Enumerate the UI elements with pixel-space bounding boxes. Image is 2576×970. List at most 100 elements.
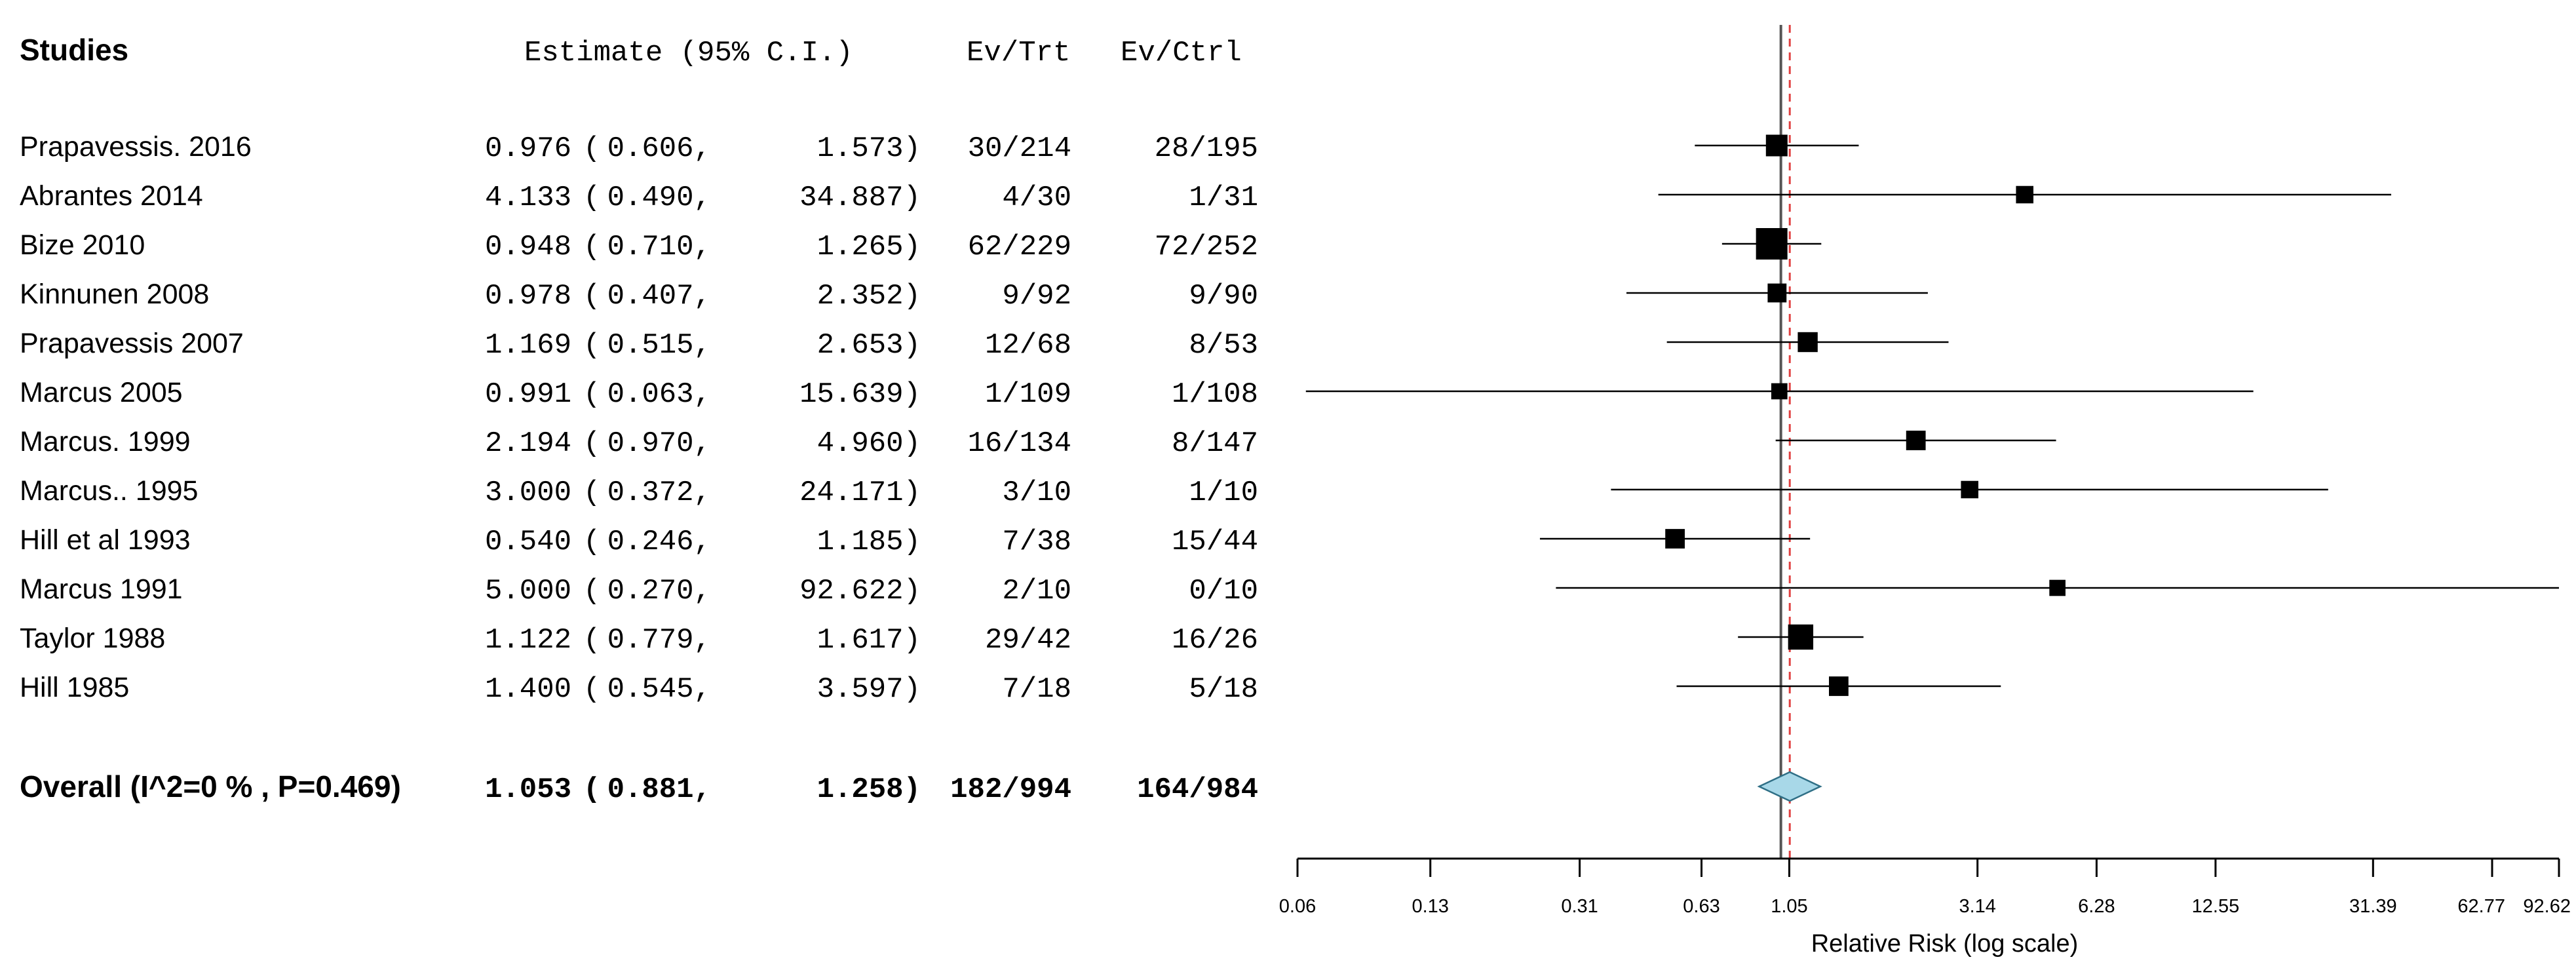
estimate-value: 1.122: [485, 624, 571, 657]
study-name: Marcus. 1999: [20, 426, 191, 457]
events-treatment: 7/18: [1002, 673, 1071, 706]
ci-open-paren: (: [583, 773, 600, 806]
events-control: 1/31: [1189, 182, 1258, 214]
events-control: 1/10: [1189, 476, 1258, 509]
estimate-value: 3.000: [485, 476, 571, 509]
table-row: Marcus. 1999 2.194 (0.970, 4.960) 16/134 8/14…: [20, 426, 1258, 460]
tick-label: 1.05: [1771, 896, 1807, 917]
table-row: Marcus 1991 5.000 (0.270, 92.622) 2/10 0/10: [20, 573, 1258, 608]
estimate-marker: [1788, 624, 1814, 650]
tick-label: 0.63: [1683, 896, 1720, 917]
study-name: Taylor 1988: [20, 623, 165, 654]
ci-lower: 0.545,: [607, 673, 711, 706]
plot-area: [1305, 25, 2559, 859]
tick-label: 31.39: [2349, 896, 2397, 917]
header-ev-ctrl: Ev/Ctrl: [1121, 37, 1242, 69]
ci-upper: 2.352): [817, 280, 921, 313]
ci-open-paren: (: [583, 280, 600, 313]
ci-lower: 0.970,: [607, 427, 711, 460]
events-treatment: 62/229: [968, 231, 1071, 263]
study-name: Kinnunen 2008: [20, 279, 209, 310]
estimate-marker: [1828, 676, 1849, 696]
estimate-marker: [1797, 332, 1818, 353]
overall-events-treatment: 182/994: [950, 773, 1071, 806]
estimate-value: 1.400: [485, 673, 571, 706]
ci-open-paren: (: [583, 673, 600, 706]
events-control: 8/147: [1172, 427, 1258, 460]
ci-upper: 34.887): [799, 182, 921, 214]
table-row: Hill 1985 1.400 (0.545, 3.597) 7/18 5/18: [20, 672, 1258, 706]
study-name: Abrantes 2014: [20, 180, 203, 212]
overall-diamond: [1757, 771, 1822, 802]
estimate-marker: [1665, 529, 1685, 549]
ci-upper: 1.185): [817, 526, 921, 558]
overall-row: Overall (I^2=0 % , P=0.469) 1.053 (0.881, 1…: [20, 769, 1258, 806]
tick-label: 12.55: [2192, 896, 2240, 917]
table-row: Hill et al 1993 0.540 (0.246, 1.185) 7/38 15/…: [20, 524, 1258, 558]
ci-lower: 0.270,: [607, 575, 711, 608]
events-control: 28/195: [1155, 132, 1258, 165]
table-row: Prapavessis 2007 1.169 (0.515, 2.653) 12/68 8…: [20, 328, 1258, 362]
overall-estimate: 1.053: [485, 773, 571, 806]
estimate-value: 0.976: [485, 132, 571, 165]
header-ev-trt: Ev/Trt: [967, 37, 1070, 69]
ci-lower: 0.779,: [607, 624, 711, 657]
header-studies: Studies: [20, 33, 128, 67]
tick-label: 3.14: [1959, 896, 1995, 917]
ci-lower: 0.246,: [607, 526, 711, 558]
events-control: 1/108: [1172, 378, 1258, 411]
table-row: Kinnunen 2008 0.978 (0.407, 2.352) 9/92 9/90: [20, 279, 1258, 313]
events-treatment: 7/38: [1002, 526, 1071, 558]
ci-open-paren: (: [583, 624, 600, 657]
ci-lower: 0.710,: [607, 231, 711, 263]
estimate-value: 0.948: [485, 231, 571, 263]
tick-label: 0.13: [1412, 896, 1448, 917]
study-name: Marcus 1991: [20, 573, 183, 605]
study-name: Marcus 2005: [20, 377, 183, 408]
overall-label: Overall (I^2=0 % , P=0.469): [20, 769, 401, 804]
table-row: Prapavessis. 2016 0.976 (0.606, 1.573) 30/21…: [20, 131, 1258, 165]
table-row: Marcus.. 1995 3.000 (0.372, 24.171) 3/10 1/10: [20, 475, 1258, 509]
overall-ci-upper: 1.258): [817, 773, 921, 806]
ci-lower: 0.407,: [607, 280, 711, 313]
ci-upper: 2.653): [817, 329, 921, 362]
table-row: Taylor 1988 1.122 (0.779, 1.617) 29/42 16/26: [20, 623, 1258, 657]
tick-label: 0.06: [1279, 896, 1316, 917]
events-control: 0/10: [1189, 575, 1258, 608]
estimate-value: 2.194: [485, 427, 571, 460]
tick-label: 92.62: [2523, 896, 2571, 917]
ci-upper: 92.622): [799, 575, 921, 608]
ci-open-paren: (: [583, 329, 600, 362]
events-treatment: 16/134: [968, 427, 1071, 460]
tick-label: 6.28: [2078, 896, 2115, 917]
table-row: Bize 2010 0.948 (0.710, 1.265) 62/229 72/252: [20, 229, 1258, 263]
ci-lower: 0.490,: [607, 182, 711, 214]
ci-lower: 0.515,: [607, 329, 711, 362]
tick-label: 62.77: [2457, 896, 2505, 917]
x-axis-label: Relative Risk (log scale): [1811, 930, 2079, 958]
estimate-marker: [1756, 228, 1788, 260]
ci-upper: 1.617): [817, 624, 921, 657]
events-treatment: 9/92: [1002, 280, 1071, 313]
events-treatment: 30/214: [968, 132, 1071, 165]
estimate-value: 0.540: [485, 526, 571, 558]
ci-open-paren: (: [583, 231, 600, 263]
estimate-value: 0.991: [485, 378, 571, 411]
ci-upper: 1.573): [817, 132, 921, 165]
events-control: 8/53: [1189, 329, 1258, 362]
study-name: Marcus.. 1995: [20, 475, 198, 507]
overall-ci-lower: 0.881,: [607, 773, 711, 806]
ci-upper: 1.265): [817, 231, 921, 263]
estimate-value: 1.169: [485, 329, 571, 362]
estimate-marker: [1771, 383, 1788, 400]
ci-upper: 24.171): [799, 476, 921, 509]
ci-open-paren: (: [583, 182, 600, 214]
estimate-value: 5.000: [485, 575, 571, 608]
study-table: Studies Estimate (95% C.I.) Ev/Trt Ev/Ct…: [20, 33, 1258, 806]
ci-lower: 0.063,: [607, 378, 711, 411]
x-axis: 0.06 0.13 0.31 0.63 1.05 3.14 6.28 12.55 31.39 62…: [1279, 857, 2571, 958]
estimate-marker: [2049, 579, 2066, 596]
estimate-marker: [1765, 134, 1788, 157]
events-control: 16/26: [1172, 624, 1258, 657]
estimate-marker: [1767, 283, 1787, 303]
